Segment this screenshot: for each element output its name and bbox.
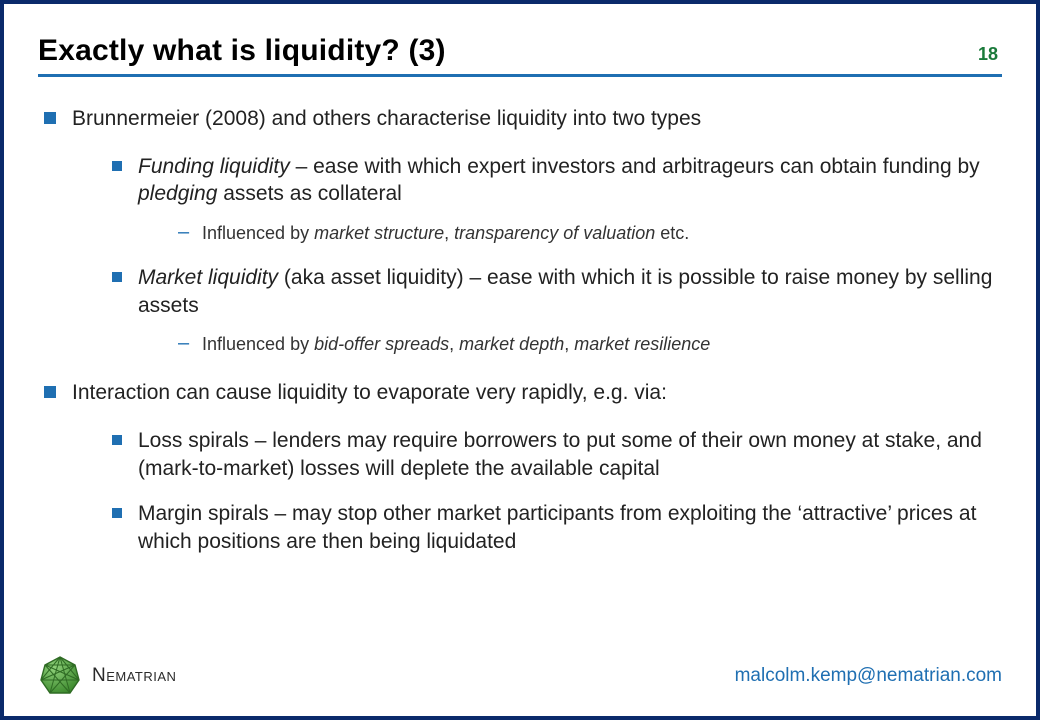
bullet-item: Influenced by market structure, transpar… bbox=[174, 222, 1002, 246]
bullet-item: Loss spirals – lenders may require borro… bbox=[108, 427, 1002, 482]
bullet-item: Interaction can cause liquidity to evapo… bbox=[38, 379, 1002, 556]
bullet-item: Funding liquidity – ease with which expe… bbox=[108, 153, 1002, 246]
bullet-item: Brunnermeier (2008) and others character… bbox=[38, 105, 1002, 357]
bullet-item: Margin spirals – may stop other market p… bbox=[108, 500, 1002, 555]
logo-icon bbox=[38, 654, 82, 698]
footer-email: malcolm.kemp@nematrian.com bbox=[735, 665, 1002, 687]
bullet-list: Brunnermeier (2008) and others character… bbox=[38, 105, 1002, 556]
bullet-text: Interaction can cause liquidity to evapo… bbox=[72, 381, 667, 404]
bullet-text: Loss spirals – lenders may require borro… bbox=[138, 429, 982, 480]
header: Exactly what is liquidity? (3) 18 bbox=[38, 34, 1002, 77]
brand-name: Nematrian bbox=[92, 665, 176, 687]
slide-frame: Exactly what is liquidity? (3) 18 Brunne… bbox=[0, 0, 1040, 720]
bullet-text: Margin spirals – may stop other market p… bbox=[138, 502, 976, 553]
bullet-text: Influenced by bid-offer spreads, market … bbox=[202, 334, 710, 354]
bullet-text: Market liquidity (aka asset liquidity) –… bbox=[138, 266, 992, 317]
brand: Nematrian bbox=[38, 654, 176, 698]
slide-title: Exactly what is liquidity? (3) bbox=[38, 34, 446, 68]
slide-content: Brunnermeier (2008) and others character… bbox=[38, 105, 1002, 650]
page-number: 18 bbox=[978, 44, 1002, 65]
bullet-text: Brunnermeier (2008) and others character… bbox=[72, 107, 701, 130]
bullet-list-lvl3: Influenced by market structure, transpar… bbox=[138, 222, 1002, 246]
bullet-list-lvl2: Loss spirals – lenders may require borro… bbox=[72, 427, 1002, 556]
bullet-list-lvl3: Influenced by bid-offer spreads, market … bbox=[138, 333, 1002, 357]
bullet-item: Market liquidity (aka asset liquidity) –… bbox=[108, 264, 1002, 357]
bullet-item: Influenced by bid-offer spreads, market … bbox=[174, 333, 1002, 357]
bullet-text: Influenced by market structure, transpar… bbox=[202, 223, 689, 243]
bullet-text: Funding liquidity – ease with which expe… bbox=[138, 155, 980, 206]
bullet-list-lvl2: Funding liquidity – ease with which expe… bbox=[72, 153, 1002, 357]
footer: Nematrian malcolm.kemp@nematrian.com bbox=[38, 650, 1002, 702]
